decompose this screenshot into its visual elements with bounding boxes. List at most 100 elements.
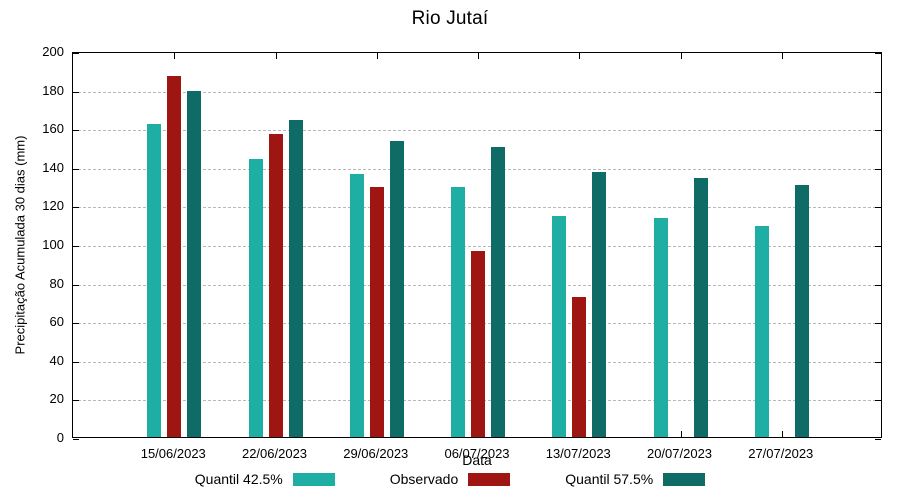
chart-title: Rio Jutaí xyxy=(411,8,489,29)
bar-group xyxy=(653,53,708,437)
bar-slot xyxy=(167,53,182,437)
bar-slot xyxy=(187,53,202,437)
bar-slot xyxy=(369,53,384,437)
bar xyxy=(268,133,283,437)
bar-slot xyxy=(389,53,404,437)
gridline xyxy=(73,246,881,247)
y-tickmark xyxy=(875,400,881,402)
x-tickmark xyxy=(781,431,783,437)
bar-slot xyxy=(572,53,587,437)
x-tickmark xyxy=(579,53,581,59)
bar-group xyxy=(552,53,607,437)
y-tickmark xyxy=(875,53,881,54)
x-tick-label: 27/07/2023 xyxy=(748,446,814,461)
x-tickmark xyxy=(781,53,783,59)
bar xyxy=(693,177,708,437)
gridline xyxy=(73,91,881,93)
bar-slot xyxy=(349,53,364,437)
y-tick-label: 180 xyxy=(42,82,64,98)
bar-slot xyxy=(552,53,567,437)
bar xyxy=(471,250,485,437)
bar-slot xyxy=(268,53,283,437)
y-tick-label: 200 xyxy=(42,44,64,59)
y-tick-label: 20 xyxy=(49,391,64,407)
legend-swatch xyxy=(292,472,335,486)
y-tick-label: 160 xyxy=(42,121,64,137)
bar-group xyxy=(147,53,202,437)
legend-label: Quantil 42.5% xyxy=(194,471,283,487)
x-tick-label: 29/06/2023 xyxy=(343,446,409,461)
y-tickmark xyxy=(875,130,881,132)
bar-slot xyxy=(754,53,769,437)
bar xyxy=(552,216,567,437)
y-tickmark xyxy=(73,168,79,170)
gridline xyxy=(73,130,881,132)
x-tickmark xyxy=(174,53,176,59)
bar xyxy=(147,124,162,437)
x-tickmark xyxy=(680,53,682,59)
legend-item: Quantil 42.5% xyxy=(195,471,335,487)
x-tickmark xyxy=(376,53,378,59)
bar xyxy=(794,185,809,437)
bar xyxy=(572,296,587,437)
y-tick-label: 60 xyxy=(49,314,64,330)
x-tick-label: 22/06/2023 xyxy=(241,446,308,461)
bar xyxy=(592,172,607,437)
y-tick-label: 120 xyxy=(42,198,64,214)
x-tick-label: 13/07/2023 xyxy=(545,446,611,461)
legend-swatch xyxy=(663,472,706,486)
y-tickmark xyxy=(73,246,79,247)
y-tickmark xyxy=(73,361,79,363)
bar-slot xyxy=(288,53,303,437)
y-tickmark xyxy=(73,91,79,93)
x-tick-label: 15/06/2023 xyxy=(140,446,206,461)
gridline xyxy=(73,207,881,209)
y-tickmark xyxy=(875,91,881,93)
bar-group xyxy=(349,53,404,437)
bar-slot xyxy=(674,53,688,437)
bar xyxy=(491,147,505,437)
bar-slot xyxy=(491,53,505,437)
bar-slot xyxy=(471,53,485,437)
legend-item: Quantil 57.5% xyxy=(565,471,706,487)
y-tick-label: 140 xyxy=(42,159,64,175)
plot-area xyxy=(72,52,882,440)
y-tick-label: 80 xyxy=(49,275,64,291)
y-tickmark xyxy=(875,207,881,209)
x-axis-label: Data xyxy=(462,452,492,468)
x-tick-label: 06/07/2023 xyxy=(444,446,510,461)
y-tickmark xyxy=(73,53,79,54)
bar-slot xyxy=(451,53,465,437)
y-tickmark xyxy=(875,439,881,440)
legend-label: Observado xyxy=(389,471,459,487)
legend-swatch xyxy=(468,472,511,486)
y-tick-label: 40 xyxy=(49,352,64,368)
bar-slot xyxy=(592,53,607,437)
legend-item: Observado xyxy=(389,471,511,487)
x-tick-label: 20/07/2023 xyxy=(646,446,713,461)
y-tick-label: 100 xyxy=(42,237,64,252)
gridline xyxy=(73,168,881,170)
bar xyxy=(248,158,263,437)
bar xyxy=(451,187,465,437)
bar-slot xyxy=(147,53,162,437)
bar-slot xyxy=(693,53,708,437)
y-tickmark xyxy=(875,246,881,247)
y-tickmark xyxy=(73,439,79,440)
x-tickmark xyxy=(478,53,479,59)
bar xyxy=(653,218,668,437)
y-tickmark xyxy=(875,361,881,363)
y-tickmark xyxy=(875,168,881,170)
bar xyxy=(369,187,384,437)
bar xyxy=(167,76,182,437)
bar-group xyxy=(248,53,303,437)
y-tickmark xyxy=(73,284,79,286)
y-tickmark xyxy=(875,284,881,286)
bar-slot xyxy=(775,53,789,437)
y-tickmark xyxy=(73,400,79,402)
legend-label: Quantil 57.5% xyxy=(565,471,654,487)
x-tickmark xyxy=(680,431,682,437)
y-tick-label: 0 xyxy=(56,430,64,445)
bar-group xyxy=(451,53,505,437)
